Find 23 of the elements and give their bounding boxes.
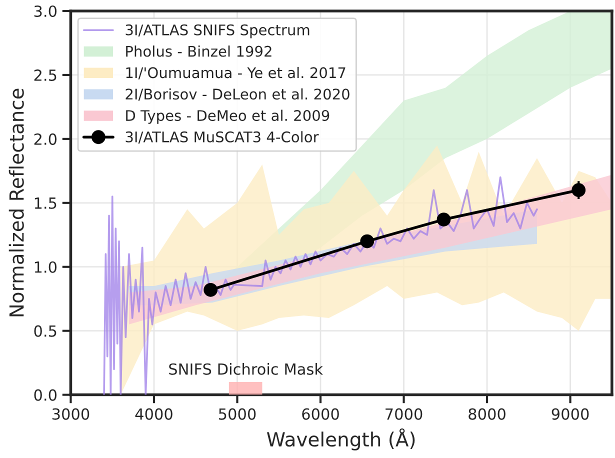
x-axis-title: Wavelength (Å) (266, 428, 415, 450)
legend-label: 3I/ATLAS SNIFS Spectrum (126, 24, 310, 38)
legend-label: 3I/ATLAS MuSCAT3 4-Color (126, 131, 319, 144)
legend-label: D Types - DeMeo et al. 2009 (126, 110, 330, 124)
y-tick-label: 0.0 (34, 389, 57, 401)
annotation: SNIFS Dichroic Mask (169, 363, 323, 375)
x-tick-label: 6000 (302, 408, 339, 420)
legend-label: 1I/'Oumuamua - Ye et al. 2017 (126, 66, 346, 80)
x-tick-label: 8000 (468, 408, 506, 420)
x-tick-label: 5000 (218, 408, 256, 420)
x-tick-label: 7000 (386, 408, 422, 420)
y-tick-label: 2.0 (34, 133, 57, 145)
y-axis-title: Normalized Reflectance (8, 88, 24, 316)
x-tick-label: 4000 (135, 408, 172, 420)
y-tick-label: 0.5 (34, 325, 56, 337)
y-tick-label: 3.0 (34, 5, 57, 18)
x-tick-label: 3000 (52, 408, 90, 420)
y-tick-label: 1.5 (34, 198, 56, 209)
x-tick-label: 9000 (552, 408, 589, 420)
legend-label: 2I/Borisov - DeLeon et al. 2020 (126, 88, 350, 101)
legend-label: Pholus - Binzel 1992 (126, 46, 272, 57)
y-tick-label: 1.0 (34, 261, 57, 273)
y-tick-label: 2.5 (34, 69, 56, 81)
